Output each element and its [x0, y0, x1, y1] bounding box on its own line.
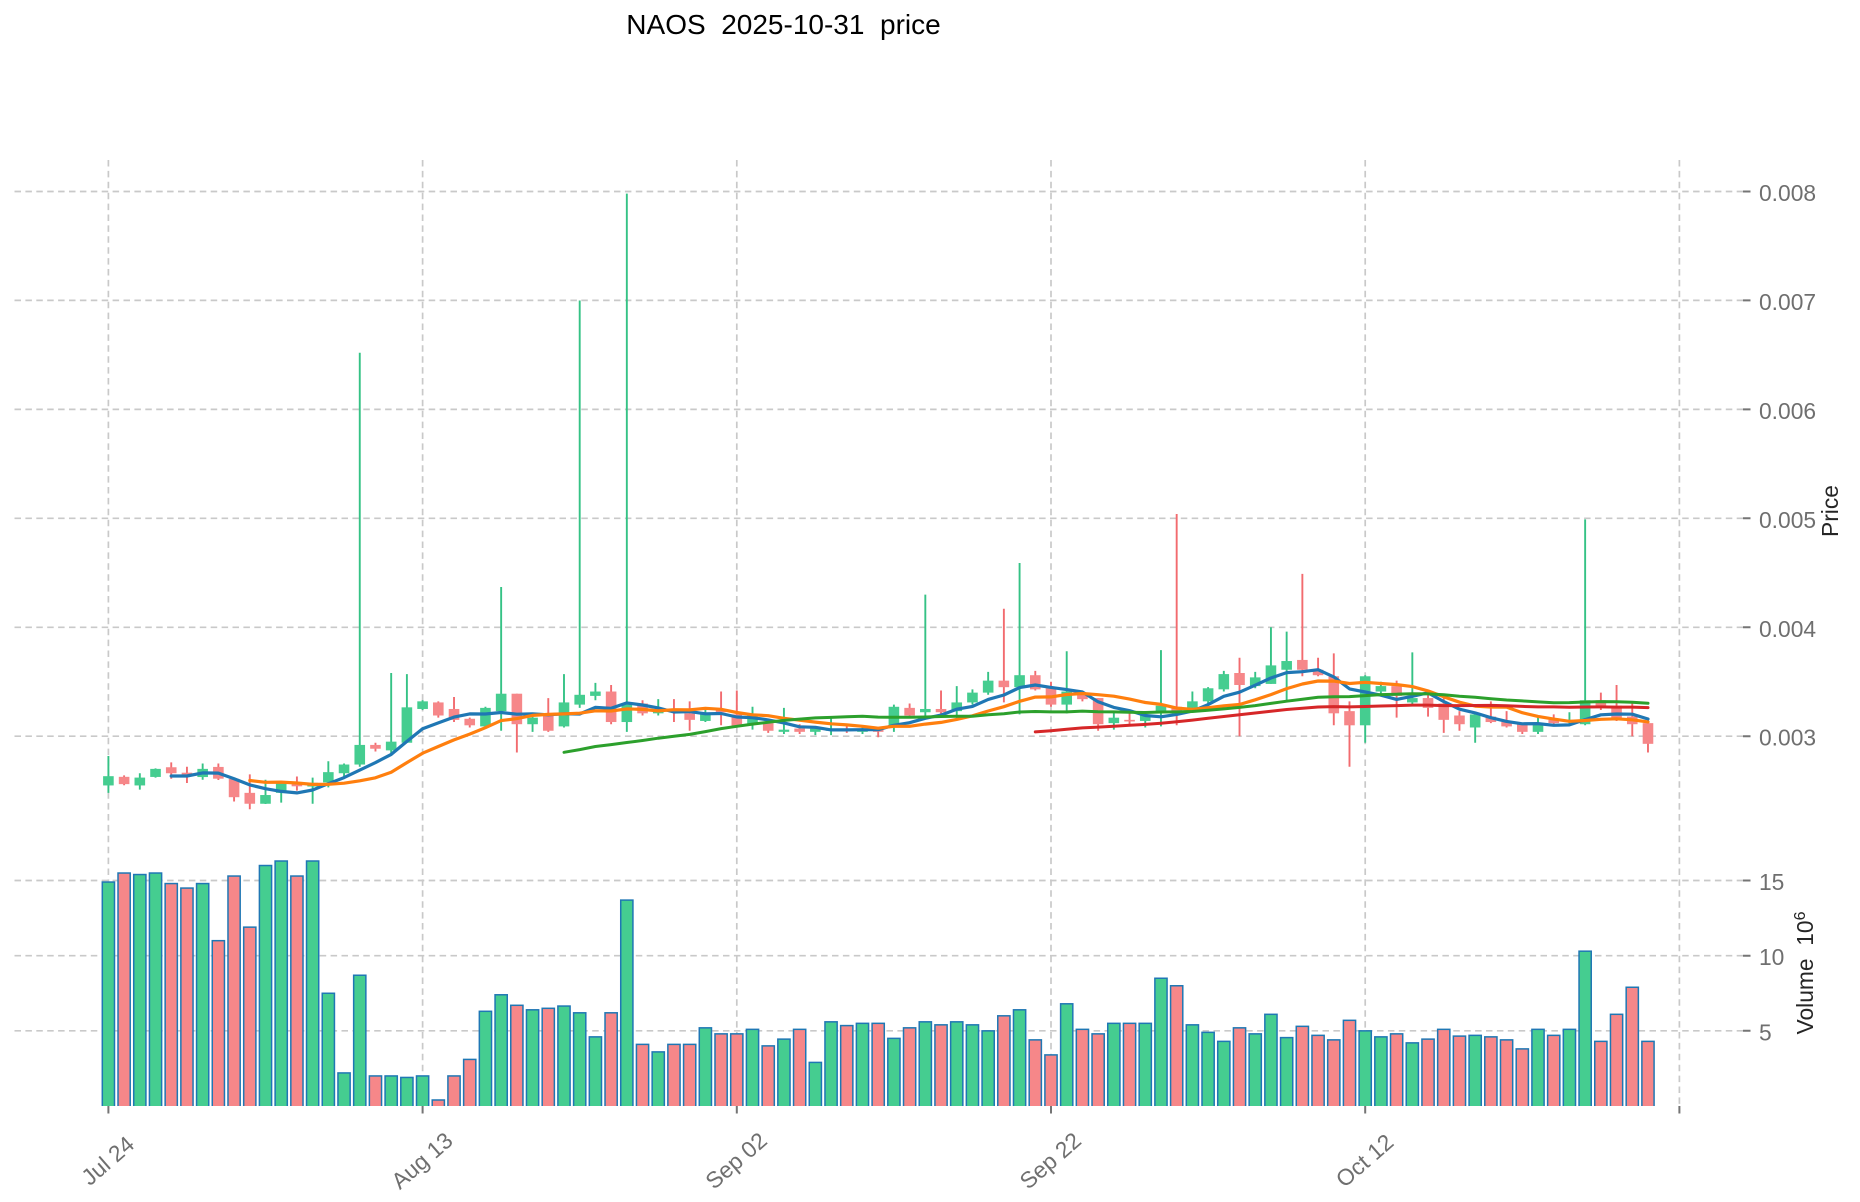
svg-text:0.005: 0.005	[1759, 507, 1816, 533]
svg-text:5: 5	[1759, 1019, 1772, 1045]
svg-text:10: 10	[1759, 944, 1784, 970]
svg-text:Price: Price	[1817, 485, 1843, 537]
svg-text:0.003: 0.003	[1759, 725, 1816, 751]
svg-text:0.008: 0.008	[1759, 180, 1816, 206]
svg-text:NAOS 2025-10-31 price: NAOS 2025-10-31 price	[626, 9, 940, 40]
svg-text:15: 15	[1759, 869, 1784, 895]
svg-text:0.004: 0.004	[1759, 616, 1816, 642]
svg-text:Volume 106: Volume 106	[1792, 911, 1819, 1034]
svg-text:0.007: 0.007	[1759, 289, 1816, 315]
svg-text:0.006: 0.006	[1759, 398, 1816, 424]
